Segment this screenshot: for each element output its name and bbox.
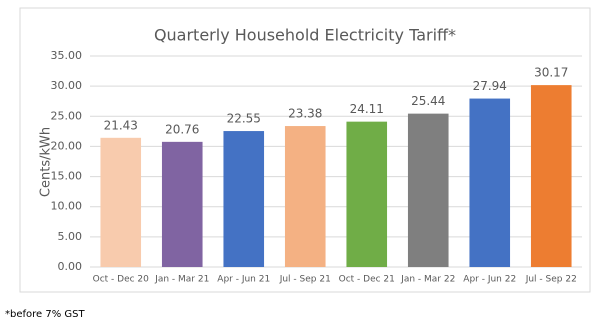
- bar: [161, 141, 203, 267]
- y-tick-label: 15.00: [51, 170, 83, 183]
- x-tick-label: Apr - Jun 22: [463, 275, 516, 285]
- x-tick-label: Jan - Mar 22: [400, 275, 455, 285]
- value-label: 21.43: [104, 118, 138, 132]
- y-tick-label: 35.00: [51, 49, 83, 62]
- bar: [100, 137, 142, 267]
- x-tick-label: Jul - Sep 22: [525, 275, 577, 285]
- y-tick-label: 20.00: [51, 139, 83, 152]
- bar: [530, 85, 572, 267]
- bar: [223, 131, 265, 267]
- footnote: *before 7% GST: [5, 309, 86, 320]
- chart-title: Quarterly Household Electricity Tariff*: [154, 26, 456, 45]
- value-label: 22.55: [227, 112, 261, 126]
- value-label: 27.94: [473, 79, 507, 93]
- value-label: 25.44: [411, 94, 445, 108]
- y-tick-label: 25.00: [51, 109, 83, 122]
- x-tick-label: Jul - Sep 21: [279, 275, 331, 285]
- x-tick-label: Oct - Dec 20: [93, 275, 150, 285]
- value-label: 30.17: [534, 66, 568, 80]
- bar: [469, 98, 511, 268]
- value-label: 23.38: [288, 107, 322, 121]
- x-tick-label: Oct - Dec 21: [339, 275, 395, 285]
- bar: [284, 126, 326, 267]
- x-tick-label: Jan - Mar 21: [154, 275, 209, 285]
- y-axis-label: Cents/kWh: [39, 127, 54, 197]
- bar: [346, 121, 388, 267]
- x-tick-label: Apr - Jun 21: [217, 275, 270, 285]
- y-tick-label: 5.00: [58, 230, 83, 243]
- value-label: 20.76: [165, 122, 199, 136]
- bar: [407, 113, 449, 267]
- y-tick-label: 30.00: [51, 79, 83, 92]
- y-tick-label: 0.00: [58, 260, 83, 273]
- y-tick-label: 10.00: [51, 200, 83, 213]
- value-label: 24.11: [350, 102, 384, 116]
